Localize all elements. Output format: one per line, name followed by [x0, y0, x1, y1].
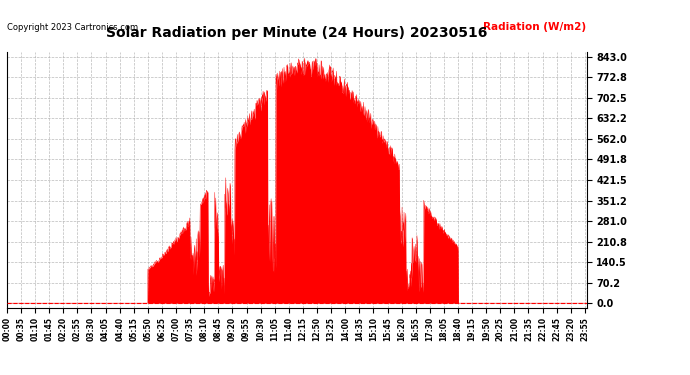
Text: Copyright 2023 Cartronics.com: Copyright 2023 Cartronics.com	[7, 23, 138, 32]
Text: Radiation (W/m2): Radiation (W/m2)	[484, 22, 586, 32]
Text: Solar Radiation per Minute (24 Hours) 20230516: Solar Radiation per Minute (24 Hours) 20…	[106, 26, 487, 40]
